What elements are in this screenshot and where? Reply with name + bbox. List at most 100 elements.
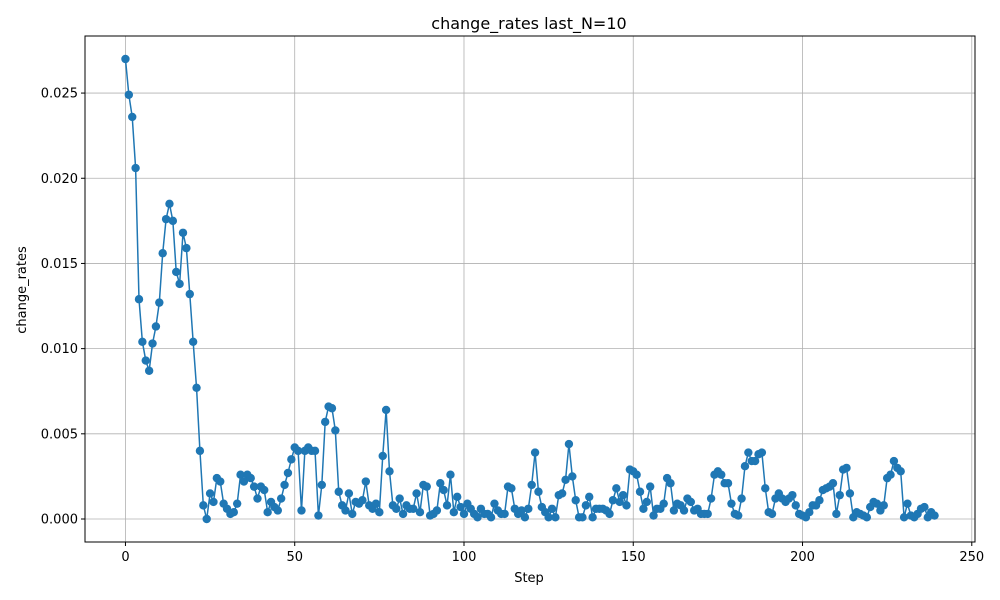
data-point (561, 475, 570, 485)
data-point (161, 214, 171, 224)
data-point (632, 470, 641, 479)
data-point (168, 216, 178, 226)
data-point (361, 477, 371, 486)
x-tick-label: 150 (621, 550, 646, 565)
data-point (246, 473, 255, 483)
data-point (442, 501, 452, 510)
data-point (615, 497, 624, 507)
data-point (128, 112, 137, 122)
data-point (737, 494, 746, 503)
data-point (134, 295, 144, 304)
data-point (500, 509, 509, 519)
data-point (341, 506, 350, 515)
data-point (828, 479, 838, 488)
data-point (172, 267, 181, 277)
data-point (453, 492, 462, 502)
x-tick-label: 250 (959, 550, 984, 565)
data-point (415, 507, 425, 517)
data-point (568, 472, 577, 481)
data-point (557, 489, 567, 498)
data-point (141, 356, 150, 365)
data-point (182, 243, 191, 253)
data-point (551, 513, 560, 522)
data-point (520, 513, 530, 522)
data-point (564, 439, 574, 449)
data-point (331, 426, 340, 435)
data-point (392, 504, 401, 513)
data-point (605, 509, 614, 519)
data-point (314, 511, 323, 520)
data-point (524, 504, 533, 513)
data-point (872, 499, 882, 508)
x-axis: 0 50 100 150 200 250 (121, 542, 984, 565)
data-point (175, 279, 184, 289)
data-point (344, 489, 354, 498)
data-point (750, 456, 760, 466)
x-axis-label: Step (514, 571, 544, 586)
data-point (761, 484, 770, 493)
x-tick-label: 100 (452, 550, 477, 565)
data-point (666, 479, 675, 488)
data-point (679, 506, 689, 515)
data-point (845, 489, 855, 498)
data-point (249, 482, 259, 491)
data-point (155, 298, 164, 307)
data-point (348, 509, 357, 519)
data-point (581, 501, 591, 510)
data-point (490, 499, 499, 508)
data-point (188, 337, 198, 347)
data-point (899, 513, 909, 522)
y-tick-label: 0.010 (41, 342, 78, 357)
data-point (767, 509, 777, 519)
data-point (165, 199, 174, 209)
data-point (287, 455, 296, 464)
data-point (216, 477, 225, 486)
data-point (686, 497, 695, 507)
data-point (517, 506, 526, 515)
data-point (507, 484, 516, 493)
plot-background (85, 36, 975, 542)
data-point (622, 501, 631, 510)
data-point (378, 451, 387, 461)
data-point (327, 404, 337, 413)
data-point (585, 492, 594, 502)
data-point (381, 405, 391, 415)
data-point (273, 506, 282, 515)
data-point (239, 477, 249, 486)
data-point (205, 489, 215, 498)
data-point (740, 461, 750, 471)
data-point (192, 383, 201, 393)
data-point (138, 337, 147, 347)
data-point (639, 504, 648, 513)
data-point (815, 496, 824, 505)
data-point (229, 507, 238, 517)
data-point (659, 499, 668, 508)
data-point (805, 507, 814, 517)
data-point (669, 506, 679, 515)
data-point (209, 497, 218, 507)
y-tick-label: 0.005 (41, 427, 78, 442)
data-point (253, 494, 262, 503)
data-point (297, 506, 306, 515)
data-point (791, 501, 800, 510)
y-tick-label: 0.000 (41, 513, 78, 528)
data-point (263, 507, 272, 517)
data-point (412, 489, 421, 498)
data-point (358, 496, 367, 505)
data-point (293, 446, 303, 456)
data-point (439, 485, 448, 495)
data-point (903, 499, 912, 508)
data-point (930, 511, 939, 520)
x-tick-label: 0 (121, 550, 129, 565)
data-point (317, 480, 326, 490)
plot-frame (84, 35, 976, 543)
data-point (178, 228, 188, 237)
data-point (744, 448, 753, 457)
data-point (385, 467, 394, 476)
data-point (842, 463, 851, 473)
data-point (195, 446, 205, 456)
data-point (449, 507, 459, 517)
data-point (547, 504, 557, 513)
data-point (422, 482, 431, 491)
data-point (409, 504, 418, 513)
